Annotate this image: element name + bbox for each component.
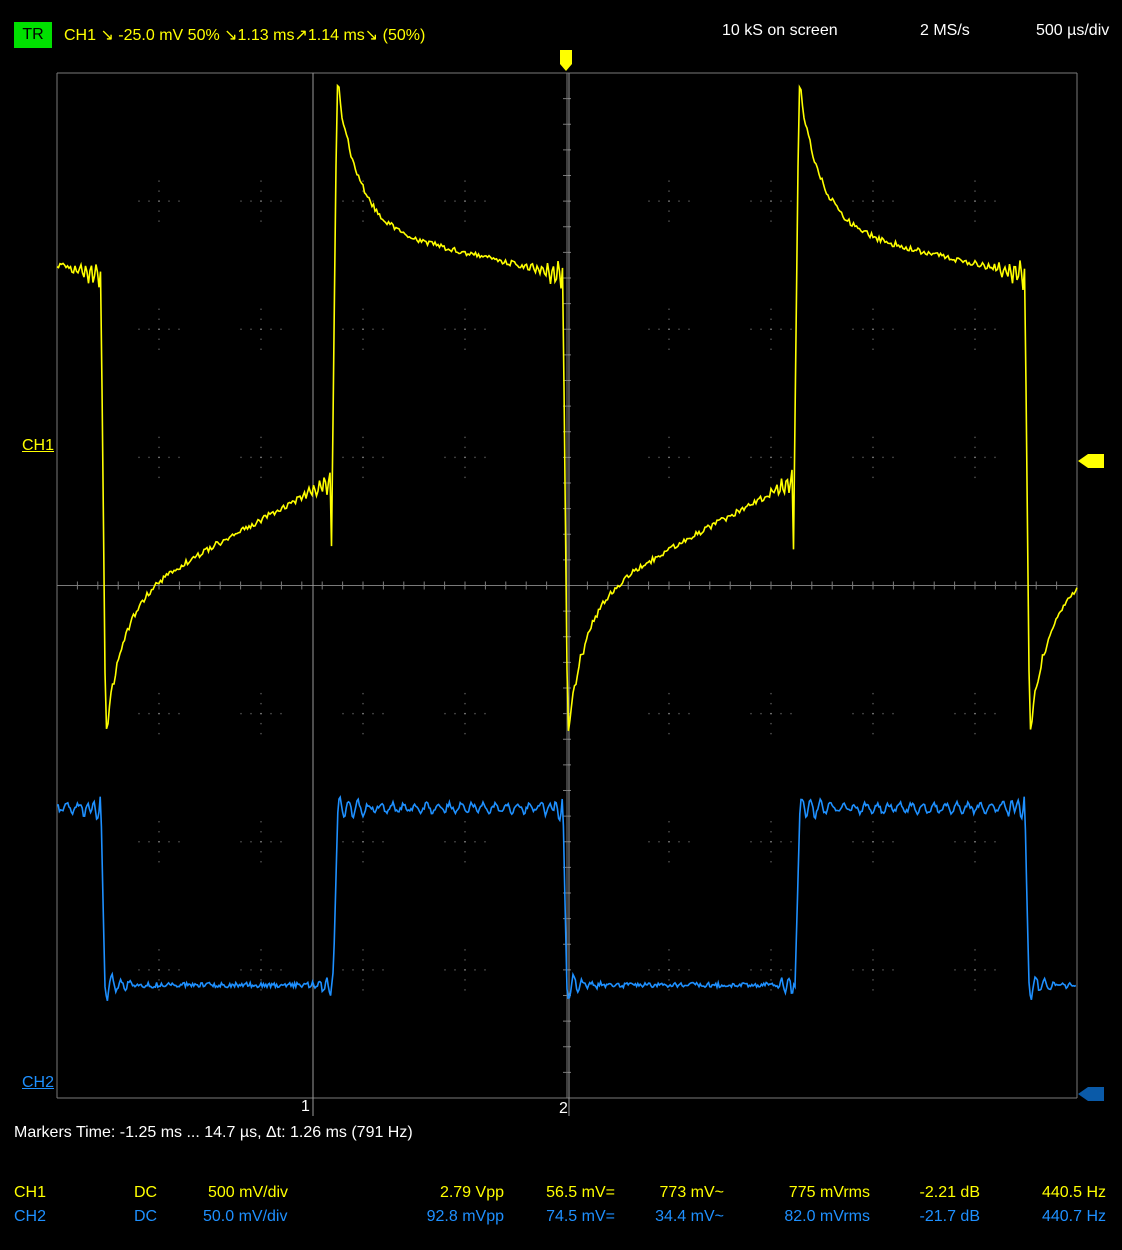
ch1-meas-db: -2.21 dB [919,1184,980,1201]
ch2-meas-vpp: 92.8 mVpp [426,1208,504,1225]
marker-2-label[interactable]: 2 [559,1100,568,1117]
marker-1-label[interactable]: 1 [301,1098,310,1115]
ch2-meas-freq: 440.7 Hz [1041,1208,1106,1225]
ch2-meas-db: -21.7 dB [919,1208,980,1225]
ch1-meas-coupling[interactable]: DC [134,1184,158,1201]
sample-rate[interactable]: 2 MS/s [920,22,970,39]
samples-on-screen: 10 kS on screen [722,22,838,39]
ch1-meas-channel: CH1 [14,1184,47,1201]
ch2-meas-ac: 34.4 mV~ [655,1208,724,1225]
ch2-meas-rms: 82.0 mVrms [784,1208,870,1225]
ch2-waveform [56,795,1077,1001]
ch1-meas-scale[interactable]: 500 mV/div [208,1184,289,1201]
ch1-meas-ac: 773 mV~ [659,1184,724,1201]
ch2-meas-coupling[interactable]: DC [134,1208,158,1225]
timebase[interactable]: 500 µs/div [1036,22,1110,39]
ch2-meas-channel: CH2 [14,1208,47,1225]
trigger-status-badge: TR [14,22,52,48]
ch1-offset-label[interactable]: CH1 [22,437,55,454]
ch2-meas-scale[interactable]: 50.0 mV/div [203,1208,288,1225]
ch2-offset-label[interactable]: CH2 [22,1074,55,1091]
ch2-meas-mean: 74.5 mV= [546,1208,615,1225]
ch1-waveform [56,83,1078,732]
graticule-grid [56,72,1078,1099]
ch2-level-arrow-icon[interactable] [1078,1087,1104,1101]
ch1-level-arrow-icon[interactable] [1078,454,1104,468]
ch1-meas-rms: 775 mVrms [788,1184,870,1201]
ch1-meas-mean: 56.5 mV= [546,1184,615,1201]
trigger-info[interactable]: CH1 ↘ -25.0 mV 50% ↘1.13 ms↗1.14 ms↘ (50… [64,27,426,44]
trigger-position-marker-icon[interactable] [560,50,572,71]
ch1-meas-freq: 440.5 Hz [1041,1184,1106,1201]
ch1-meas-vpp: 2.79 Vpp [439,1184,504,1201]
marker-cursors [312,73,570,1116]
markers-readout: Markers Time: -1.25 ms ... 14.7 µs, Δt: … [14,1124,413,1141]
